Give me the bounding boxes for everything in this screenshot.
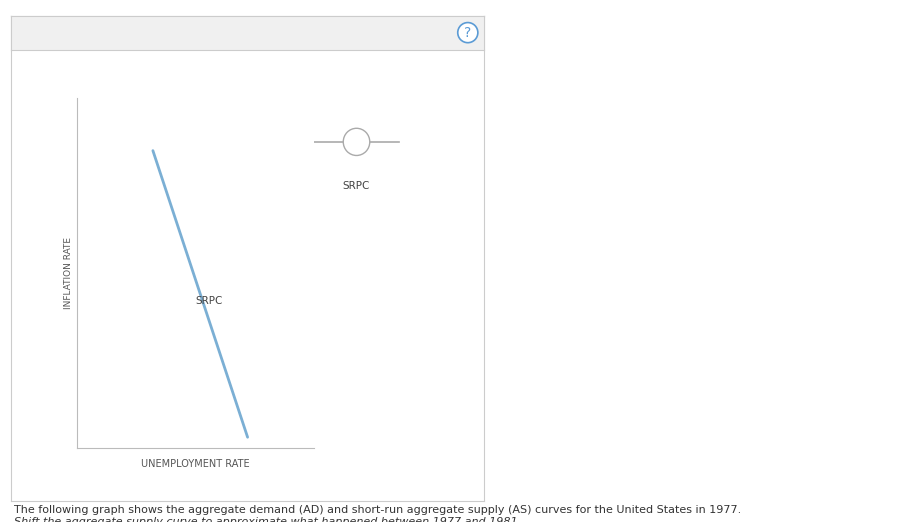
Y-axis label: INFLATION RATE: INFLATION RATE <box>64 237 73 309</box>
Text: SRPC: SRPC <box>343 181 370 191</box>
Circle shape <box>344 128 370 156</box>
Text: ?: ? <box>465 26 472 40</box>
Text: The following graph shows the aggregate demand (AD) and short-run aggregate supp: The following graph shows the aggregate … <box>14 505 741 515</box>
Text: Shift the aggregate supply curve to approximate what happened between 1977 and 1: Shift the aggregate supply curve to appr… <box>14 517 520 522</box>
Text: SRPC: SRPC <box>196 296 223 306</box>
X-axis label: UNEMPLOYMENT RATE: UNEMPLOYMENT RATE <box>142 459 250 469</box>
